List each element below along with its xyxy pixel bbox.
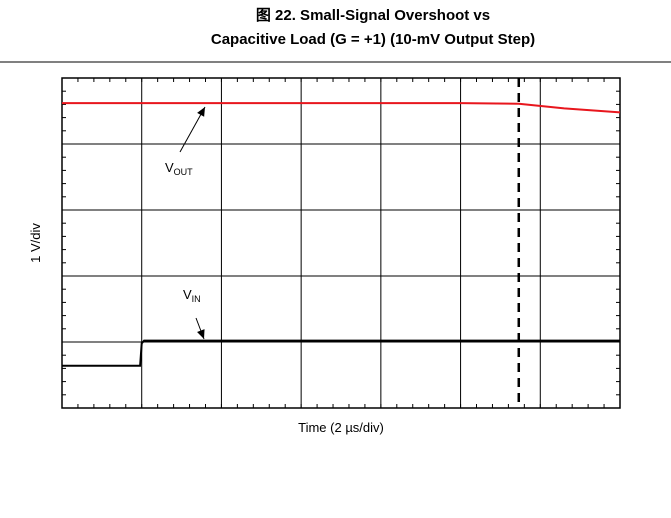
chart-title: 图 22. Small-Signal Overshoot vs (256, 7, 490, 24)
trace (62, 339, 620, 367)
arrow-head (197, 107, 205, 117)
trace-label: VOUT (165, 160, 193, 177)
x-axis-label: Time (2 µs/div) (298, 420, 384, 435)
trace (62, 102, 621, 114)
trace-label: VIN (183, 287, 201, 304)
chart-title: Capacitive Load (G = +1) (10-mV Output S… (211, 31, 535, 48)
trace-label-sub: OUT (174, 167, 194, 177)
y-axis-label: 1 V/div (28, 223, 43, 263)
trace-label-main: V (183, 287, 192, 302)
arrow-head (197, 329, 205, 339)
trace-label-sub: IN (192, 294, 201, 304)
trace-label-main: V (165, 160, 174, 175)
plot-frame (61, 77, 621, 409)
